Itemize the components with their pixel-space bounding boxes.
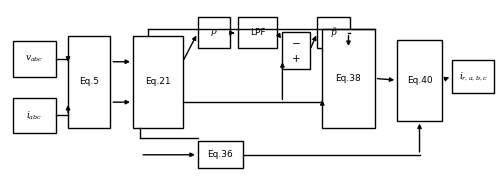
Bar	[322, 29, 374, 128]
Text: Eq.5: Eq.5	[79, 77, 99, 87]
Bar	[238, 17, 278, 48]
Text: $i_{r,a,b,c}$: $i_{r,a,b,c}$	[459, 70, 488, 82]
Text: $\tilde{p}$: $\tilde{p}$	[330, 26, 338, 40]
Text: $p$: $p$	[210, 27, 218, 38]
Bar	[318, 17, 350, 48]
Text: LPF: LPF	[250, 28, 265, 37]
Bar	[13, 98, 56, 133]
Bar	[452, 60, 494, 93]
Text: $+$: $+$	[292, 53, 301, 64]
Text: Eq.36: Eq.36	[207, 150, 233, 159]
Bar	[13, 41, 56, 77]
Text: $v_{abc}$: $v_{abc}$	[25, 54, 44, 64]
Bar	[133, 36, 182, 128]
Text: $-$: $-$	[292, 37, 301, 47]
Text: Eq.21: Eq.21	[145, 77, 171, 87]
Text: $i_{abc}$: $i_{abc}$	[26, 109, 42, 122]
Bar	[198, 141, 242, 168]
Bar	[198, 17, 230, 48]
Bar	[68, 36, 110, 128]
Bar	[282, 32, 310, 69]
Text: Eq.38: Eq.38	[336, 74, 361, 83]
Bar	[397, 40, 442, 121]
Text: Eq.40: Eq.40	[406, 76, 432, 85]
